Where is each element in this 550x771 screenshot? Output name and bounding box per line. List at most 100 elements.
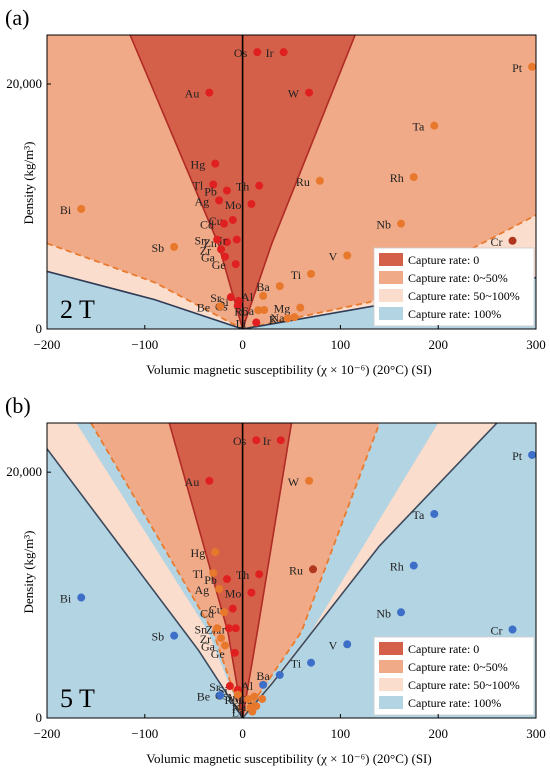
legend-label: Capture rate: 0	[408, 253, 479, 267]
data-point-label: Ba	[256, 669, 270, 683]
data-point-label: V	[329, 250, 338, 264]
y-axis-label: Density (kg/m³)	[21, 531, 36, 614]
data-point-label: Ga	[201, 639, 216, 653]
data-point-label: Ir	[266, 46, 274, 60]
data-point-label: Mg	[274, 302, 291, 316]
data-point	[276, 436, 285, 445]
data-point	[252, 436, 261, 445]
data-point-label: V	[329, 638, 338, 652]
data-point-label: Ti	[291, 268, 302, 282]
data-point-label: Sn	[194, 234, 207, 248]
legend-swatch	[379, 253, 403, 266]
legend-label: Capture rate: 0~50%	[408, 271, 508, 285]
data-point-label: Na	[232, 700, 247, 714]
data-point-label: Cd	[200, 606, 214, 620]
data-point	[222, 186, 231, 195]
data-point-label: Os	[233, 434, 247, 448]
x-tick-label: −100	[131, 726, 158, 741]
data-point	[260, 306, 269, 315]
x-tick-label: 200	[428, 726, 448, 741]
data-point-label: Sr	[210, 291, 221, 305]
data-point	[231, 624, 240, 633]
data-point-label: Bi	[60, 203, 72, 217]
data-point-label: Cu	[209, 603, 223, 617]
data-point-label: Mo	[225, 587, 242, 601]
y-tick-label: 0	[36, 321, 43, 336]
data-point	[170, 631, 179, 640]
data-point-label: K	[269, 312, 278, 326]
data-point	[228, 604, 237, 613]
data-point	[279, 48, 288, 57]
data-point	[211, 548, 220, 557]
data-point	[247, 200, 256, 209]
data-point-label: Sr	[209, 680, 220, 694]
data-point	[409, 173, 418, 182]
data-point	[220, 608, 229, 617]
data-point	[259, 680, 268, 689]
data-point	[232, 235, 241, 244]
data-point-label: Ca	[241, 304, 255, 318]
data-point	[307, 269, 316, 278]
data-point	[430, 509, 439, 518]
data-point-label: Th	[236, 568, 249, 582]
data-point	[409, 561, 418, 570]
data-point	[508, 236, 517, 245]
data-point	[215, 584, 224, 593]
data-point-label: Be	[197, 689, 210, 703]
data-point	[248, 707, 257, 716]
data-point-label: Os	[234, 46, 248, 60]
data-point-label: Al	[241, 290, 254, 304]
data-point-label: Au	[185, 475, 200, 489]
legend-swatch	[379, 696, 403, 709]
x-tick-label: 0	[239, 337, 246, 352]
data-point-label: Be	[197, 300, 210, 314]
x-axis-label: Volumic magnetic susceptibility (χ × 10⁻…	[146, 751, 431, 766]
data-point-label: Pt	[512, 61, 523, 75]
data-point	[209, 180, 218, 189]
data-point-label: Si	[219, 295, 230, 309]
legend-swatch	[379, 642, 403, 655]
legend-label: Capture rate: 50~100%	[408, 678, 520, 692]
boundary-fifty-rate	[90, 423, 381, 718]
data-point-label: Zr	[200, 632, 211, 646]
x-tick-label: 0	[239, 726, 246, 741]
data-point	[224, 624, 233, 633]
data-point	[211, 159, 220, 168]
data-point-label: Ta	[412, 120, 424, 134]
data-point-label: Cd	[200, 218, 214, 232]
data-point-label: Rh	[390, 171, 404, 185]
data-point	[247, 588, 256, 597]
data-point-label: Sb	[151, 630, 164, 644]
data-point	[226, 293, 235, 302]
data-point	[290, 313, 299, 322]
data-point-label: Pb	[204, 185, 217, 199]
x-tick-label: −200	[34, 726, 61, 741]
data-point-label: Li	[232, 705, 243, 719]
data-point-label: Ta	[412, 508, 424, 522]
data-point-label: Li	[236, 317, 247, 331]
legend-swatch	[379, 678, 403, 691]
data-point	[283, 314, 292, 323]
data-point-label: Rh	[390, 560, 404, 574]
data-point	[255, 570, 264, 579]
data-point	[220, 219, 229, 228]
data-point	[230, 648, 239, 657]
data-point-label: Sb	[151, 241, 164, 255]
data-point	[225, 682, 234, 691]
y-axis-label: Density (kg/m³)	[21, 142, 36, 225]
legend-label: Capture rate: 100%	[408, 307, 501, 321]
data-point-label: Pt	[512, 449, 523, 463]
axes: −200 −100 0 100 200 300 0 20,000	[6, 34, 546, 352]
data-point	[258, 694, 267, 703]
data-point	[220, 641, 229, 650]
data-point-label: Ru	[289, 563, 303, 577]
data-point	[228, 215, 237, 224]
data-point-label: Ir	[263, 434, 271, 448]
data-point	[528, 450, 536, 459]
data-point-label: Zr	[200, 243, 211, 257]
field-strength-label: 5 T	[60, 684, 95, 713]
data-point	[296, 303, 305, 312]
x-axis-label: Volumic magnetic susceptibility (χ × 10⁻…	[146, 362, 431, 377]
data-point	[216, 302, 225, 311]
